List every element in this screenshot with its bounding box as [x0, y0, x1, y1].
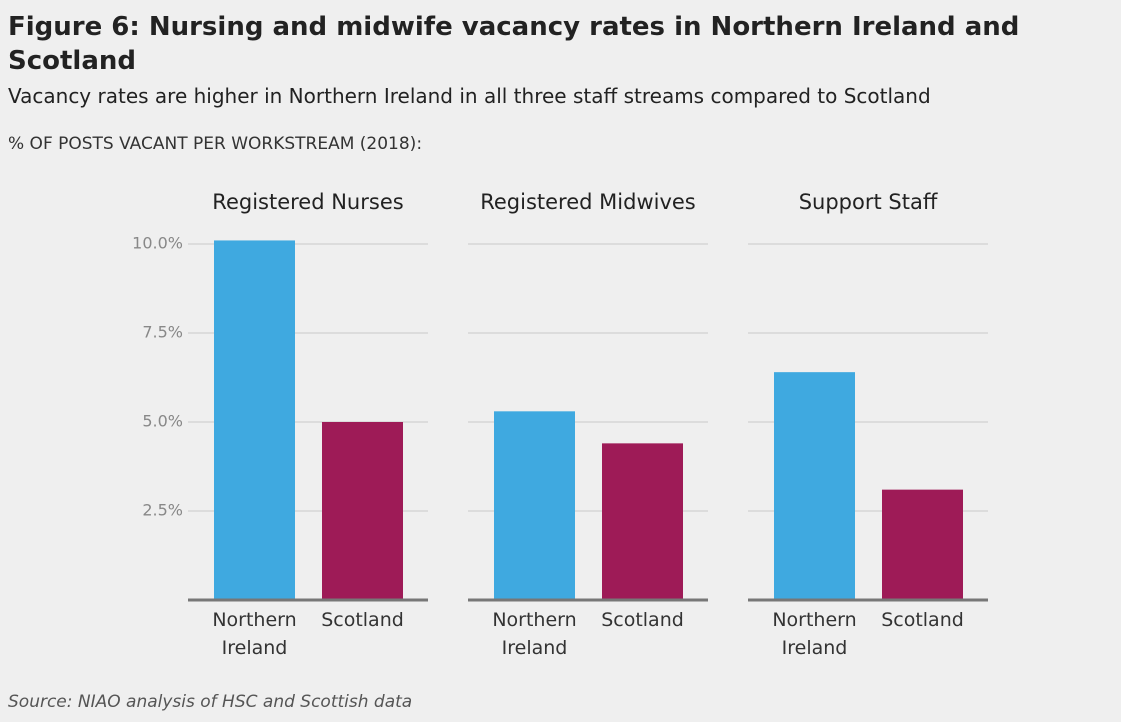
- y-tick-label: 2.5%: [142, 501, 183, 520]
- chart-subtitle: Vacancy rates are higher in Northern Ire…: [8, 84, 931, 108]
- chart: Registered Nurses 2.5% 5.0% 7.5% 10.0% Regist…: [132, 190, 988, 602]
- panel-title: Support Staff: [799, 190, 938, 214]
- x-tick-label: Scotland: [601, 609, 684, 631]
- x-tick-label: Scotland: [881, 609, 964, 631]
- y-tick-label: 7.5%: [142, 323, 183, 342]
- x-tick-label: Northern Ireland: [492, 609, 577, 659]
- bar: [882, 489, 963, 600]
- x-tick-label: Northern Ireland: [212, 609, 297, 659]
- chart-title: Figure 6: Nursing and midwife vacancy ra…: [8, 12, 1020, 76]
- bar: [774, 372, 855, 600]
- panel-title: Registered Nurses: [212, 190, 403, 214]
- x-tick-label: Scotland: [321, 609, 404, 631]
- bar: [602, 443, 683, 600]
- bar: [322, 422, 403, 600]
- y-tick-label: 5.0%: [142, 412, 183, 431]
- bar: [494, 411, 575, 600]
- x-tick-label: Northern Ireland: [772, 609, 857, 659]
- source-note: Source: NIAO analysis of HSC and Scottis…: [8, 692, 413, 712]
- axis-label: % OF POSTS VACANT PER WORKSTREAM (2018):: [8, 134, 423, 154]
- bar: [214, 240, 295, 600]
- panel-title: Registered Midwives: [480, 190, 696, 214]
- y-tick-label: 10.0%: [132, 234, 183, 253]
